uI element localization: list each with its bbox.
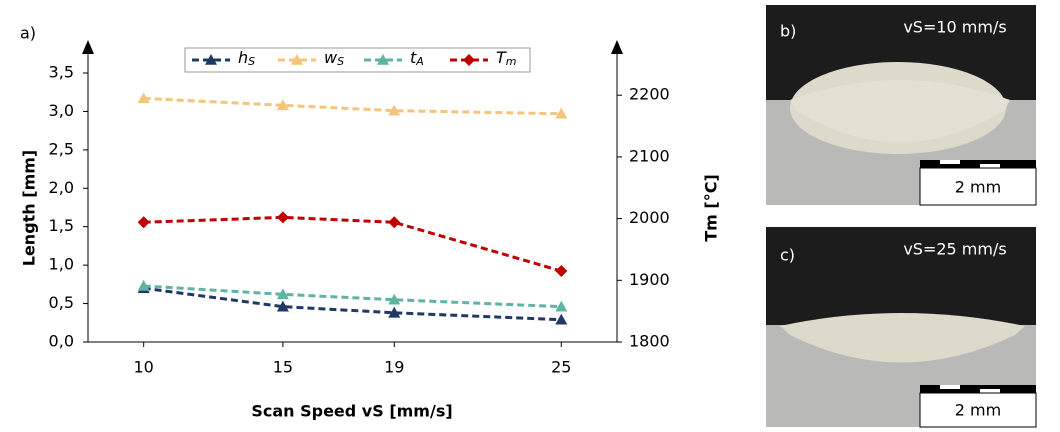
y-tick-label: 2,5 (49, 139, 74, 158)
marker (555, 300, 568, 312)
marker (388, 293, 401, 305)
series-line (143, 284, 562, 309)
y2-tick-label: 1900 (629, 270, 670, 289)
y-axis-title: Length [mm] (20, 150, 39, 266)
legend-label: hS (238, 48, 255, 69)
legend-label: wS (324, 48, 344, 69)
marker (276, 99, 289, 111)
legend-marker (463, 54, 475, 66)
axis-arrow (611, 40, 623, 54)
legend-label: tA (410, 48, 424, 69)
micrograph (766, 5, 1037, 206)
marker (276, 300, 289, 312)
legend-marker (291, 54, 303, 65)
scale-bar-label: 2 mm (955, 178, 1001, 197)
y2-tick-label: 2200 (629, 85, 670, 104)
panel-label: c) (780, 246, 795, 265)
y-tick-label: 1,0 (49, 255, 74, 274)
series-line (143, 286, 562, 322)
legend-marker (377, 54, 389, 65)
y-tick-label: 2,0 (49, 178, 74, 197)
x-tick-label: 19 (384, 358, 404, 377)
marker (388, 104, 401, 116)
y2-tick-label: 2100 (629, 146, 670, 165)
marker (388, 216, 401, 229)
y-tick-label: 3,5 (49, 63, 74, 82)
marker (388, 306, 401, 318)
series-line (143, 96, 562, 116)
y-tick-label: 3,0 (49, 101, 74, 120)
marker (137, 216, 150, 229)
y2-tick-label: 2000 (629, 208, 670, 227)
image-caption: vS=10 mm/s (903, 18, 1006, 37)
x-tick-label: 25 (551, 358, 571, 377)
marker (137, 279, 150, 291)
legend-label: Tm (496, 48, 517, 69)
y-tick-label: 0,0 (49, 332, 74, 351)
micrograph (766, 227, 1037, 428)
y-tick-label: 0,5 (49, 293, 74, 312)
marker (137, 92, 150, 104)
x-axis-title: Scan Speed vS [mm/s] (251, 402, 452, 421)
y2-axis-title: Tm [°C] (702, 174, 721, 242)
image-caption: vS=25 mm/s (903, 240, 1006, 259)
panel-label: a) (20, 24, 36, 43)
y2-tick-label: 1800 (629, 332, 670, 351)
legend-marker (205, 54, 217, 65)
x-tick-label: 10 (134, 358, 154, 377)
panel-label: b) (780, 22, 796, 41)
marker (555, 265, 568, 278)
x-tick-label: 15 (273, 358, 293, 377)
series-line (143, 215, 562, 273)
marker (555, 313, 568, 325)
y-tick-label: 1,5 (49, 216, 74, 235)
marker (276, 288, 289, 300)
scale-bar-label: 2 mm (955, 401, 1001, 420)
marker (555, 107, 568, 119)
marker (276, 211, 289, 224)
axis-arrow (82, 40, 94, 54)
